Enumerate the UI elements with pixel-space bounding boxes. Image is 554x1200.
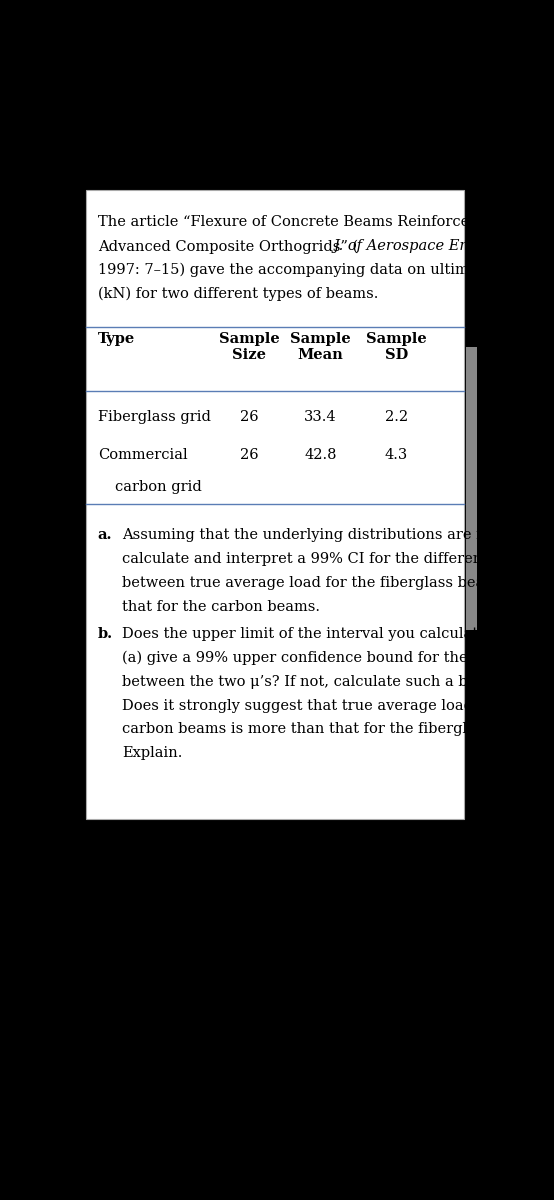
Text: b.: b. <box>98 626 113 641</box>
Text: 26: 26 <box>239 410 258 424</box>
Text: 33.4: 33.4 <box>304 410 337 424</box>
Text: 2.2: 2.2 <box>384 410 408 424</box>
Text: Sample
Size: Sample Size <box>218 331 279 361</box>
Text: The article “Flexure of Concrete Beams Reinforced with: The article “Flexure of Concrete Beams R… <box>98 215 516 229</box>
Text: Assuming that the underlying distributions are normal,: Assuming that the underlying distributio… <box>122 528 534 542</box>
Text: carbon beams is more than that for the fiberglass beams?: carbon beams is more than that for the f… <box>122 722 552 737</box>
Text: Fiberglass grid: Fiberglass grid <box>98 410 211 424</box>
Text: (kN) for two different types of beams.: (kN) for two different types of beams. <box>98 287 378 301</box>
Text: Commercial: Commercial <box>98 448 187 462</box>
Text: (a) give a 99% upper confidence bound for the difference: (a) give a 99% upper confidence bound fo… <box>122 650 548 665</box>
Text: Advanced Composite Orthogrids” (: Advanced Composite Orthogrids” ( <box>98 239 358 253</box>
Text: Does it strongly suggest that true average load for the: Does it strongly suggest that true avera… <box>122 698 528 713</box>
Text: Sample
SD: Sample SD <box>366 331 427 361</box>
Text: that for the carbon beams.: that for the carbon beams. <box>122 600 320 614</box>
Text: J. of Aerospace Engr.,: J. of Aerospace Engr., <box>98 239 493 253</box>
Text: Explain.: Explain. <box>122 746 183 761</box>
Text: calculate and interpret a 99% CI for the difference: calculate and interpret a 99% CI for the… <box>122 552 500 566</box>
Bar <box>86 190 464 818</box>
Bar <box>466 347 477 630</box>
Text: between true average load for the fiberglass beams and: between true average load for the fiberg… <box>122 576 538 590</box>
Text: a.: a. <box>98 528 112 542</box>
Text: Does the upper limit of the interval you calculated in part: Does the upper limit of the interval you… <box>122 626 551 641</box>
Text: 26: 26 <box>239 448 258 462</box>
Text: carbon grid: carbon grid <box>115 480 202 494</box>
Text: 42.8: 42.8 <box>305 448 337 462</box>
Text: Type: Type <box>98 331 135 346</box>
Text: 4.3: 4.3 <box>384 448 408 462</box>
Text: between the two μ’s? If not, calculate such a bound.: between the two μ’s? If not, calculate s… <box>122 674 510 689</box>
Text: Sample
Mean: Sample Mean <box>290 331 351 361</box>
Text: 1997: 7–15) gave the accompanying data on ultimate load: 1997: 7–15) gave the accompanying data o… <box>98 263 528 277</box>
